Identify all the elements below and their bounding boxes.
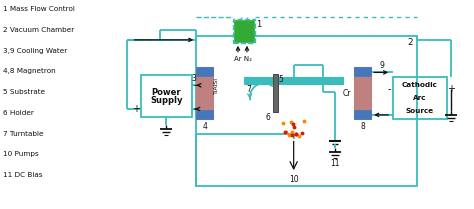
Bar bbox=[233, 19, 255, 43]
Bar bbox=[354, 110, 371, 119]
Text: 3,9 Cooling Water: 3,9 Cooling Water bbox=[3, 48, 68, 54]
Text: -: - bbox=[193, 80, 197, 90]
Text: 5 Substrate: 5 Substrate bbox=[3, 89, 46, 95]
Text: 11: 11 bbox=[331, 159, 340, 168]
Bar bbox=[196, 110, 213, 119]
Text: 2: 2 bbox=[407, 38, 413, 47]
Bar bbox=[354, 68, 371, 119]
Bar bbox=[354, 68, 371, 76]
Text: Source: Source bbox=[406, 108, 434, 114]
Text: 11 DC Bias: 11 DC Bias bbox=[3, 172, 43, 178]
Text: 7 Turntable: 7 Turntable bbox=[3, 131, 44, 137]
Text: 3: 3 bbox=[192, 74, 197, 83]
Text: 1 Mass Flow Control: 1 Mass Flow Control bbox=[3, 6, 75, 12]
Text: TiAlSi: TiAlSi bbox=[214, 77, 219, 94]
Text: -: - bbox=[193, 104, 197, 114]
Text: +: + bbox=[132, 104, 140, 114]
Text: Arc: Arc bbox=[413, 95, 427, 101]
Text: 6 Holder: 6 Holder bbox=[3, 110, 34, 116]
Bar bbox=[196, 36, 417, 186]
Text: Cathodic: Cathodic bbox=[402, 82, 438, 88]
Text: -: - bbox=[387, 84, 391, 94]
Bar bbox=[244, 77, 343, 84]
Text: 5: 5 bbox=[279, 75, 283, 84]
Text: 9: 9 bbox=[380, 61, 384, 70]
Bar bbox=[234, 20, 254, 42]
Text: Cr: Cr bbox=[343, 89, 352, 98]
Text: 10 Pumps: 10 Pumps bbox=[3, 151, 39, 157]
Bar bbox=[196, 68, 213, 76]
Bar bbox=[141, 75, 192, 117]
Text: 2 Vacuum Chamber: 2 Vacuum Chamber bbox=[3, 27, 74, 33]
Text: 4,8 Magnetron: 4,8 Magnetron bbox=[3, 69, 56, 74]
Text: Ar N₂: Ar N₂ bbox=[234, 56, 252, 62]
Bar bbox=[393, 77, 447, 119]
Text: 7: 7 bbox=[246, 85, 251, 94]
Text: +: + bbox=[447, 84, 455, 94]
Text: 4: 4 bbox=[202, 122, 207, 131]
Bar bbox=[273, 74, 278, 112]
Bar bbox=[196, 68, 213, 119]
Text: 10: 10 bbox=[289, 175, 299, 184]
Text: 1: 1 bbox=[256, 20, 261, 29]
Text: Power: Power bbox=[152, 88, 181, 97]
Text: 8: 8 bbox=[360, 122, 365, 131]
Text: Supply: Supply bbox=[150, 96, 182, 104]
Text: 6: 6 bbox=[266, 113, 271, 122]
